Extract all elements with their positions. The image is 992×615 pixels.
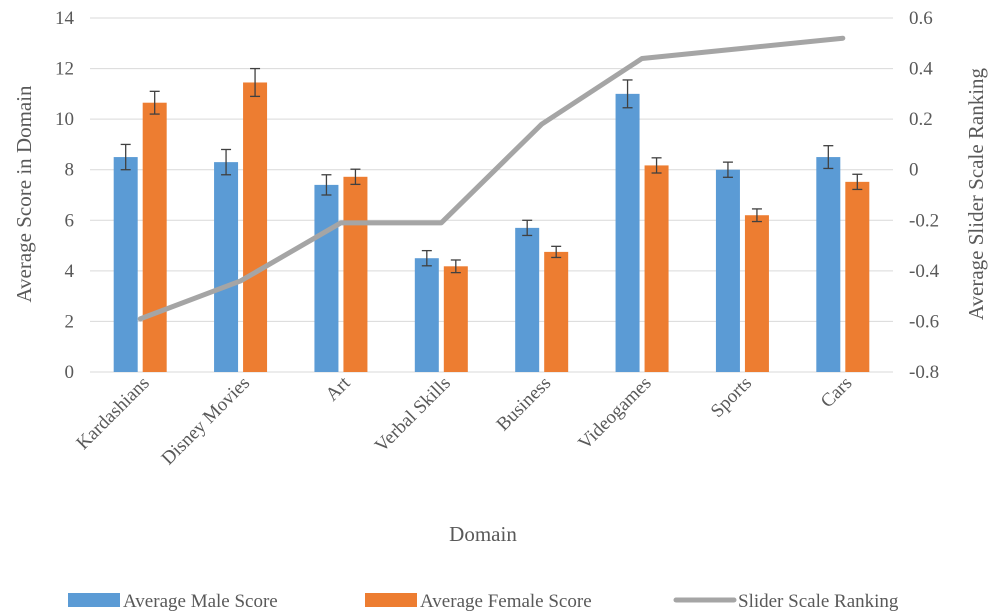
y-tick-label: 0 [65,362,75,383]
y-tick-label: 14 [55,8,75,29]
bar [845,181,870,372]
category-label: Kardashians [72,373,153,454]
x-axis-title: Domain [449,522,517,546]
bar [343,176,368,372]
gridlines [90,17,893,373]
bar [816,157,841,372]
y2-tick-label: -0.4 [909,261,940,282]
bar [544,251,569,372]
y2-tick-label: 0.4 [909,59,933,80]
category-label: Videogames [574,373,655,454]
bar [744,215,769,372]
legend: Average Male Score Average Female Score Sl… [68,591,899,612]
error-bars [120,67,863,274]
bar [515,227,540,372]
category-label: Disney Movies [158,373,255,470]
bar [142,102,167,372]
bar [615,93,640,372]
right-axis-ticks: -0.8 -0.6 -0.4 -0.2 0 0.2 0.4 0.6 [909,8,940,383]
legend-label: Average Male Score [123,591,278,612]
y-tick-label: 10 [55,109,74,130]
legend-label: Average Female Score [420,591,592,612]
line-series [137,35,846,322]
bar-series [113,82,870,372]
y2-tick-label: -0.8 [909,362,939,383]
legend-swatch [365,593,417,607]
y-tick-label: 2 [65,311,75,332]
category-label: Business [493,373,556,436]
y2-tick-label: 0.2 [909,109,933,130]
y2-tick-label: -0.2 [909,210,939,231]
y2-axis-title: Average Slider Scale Ranking [964,67,988,320]
y-tick-label: 8 [65,160,75,181]
y-tick-label: 4 [65,261,75,282]
y2-tick-label: 0.6 [909,8,933,29]
category-labels: Kardashians Disney Movies Art Verbal Skills… [72,372,856,469]
bar [443,266,468,372]
bar [113,157,138,372]
legend-swatch [68,593,120,607]
legend-label: Slider Scale Ranking [738,591,899,612]
bar [314,184,339,372]
bar [214,162,239,372]
bar [414,258,439,372]
slider-scale-line [137,35,846,322]
category-label: Cars [817,373,856,412]
category-label: Sports [707,373,756,422]
y2-tick-label: -0.6 [909,311,939,332]
category-label: Art [322,372,355,405]
bar [644,165,669,372]
y-tick-label: 12 [55,59,74,80]
left-axis-ticks: 0 2 4 6 8 10 12 14 [55,8,75,383]
y2-tick-label: 0 [909,160,919,181]
y-axis-title: Average Score in Domain [12,85,36,303]
category-label: Verbal Skills [371,373,455,457]
y-tick-label: 6 [65,210,75,231]
bar [243,82,268,372]
bar [715,169,740,372]
